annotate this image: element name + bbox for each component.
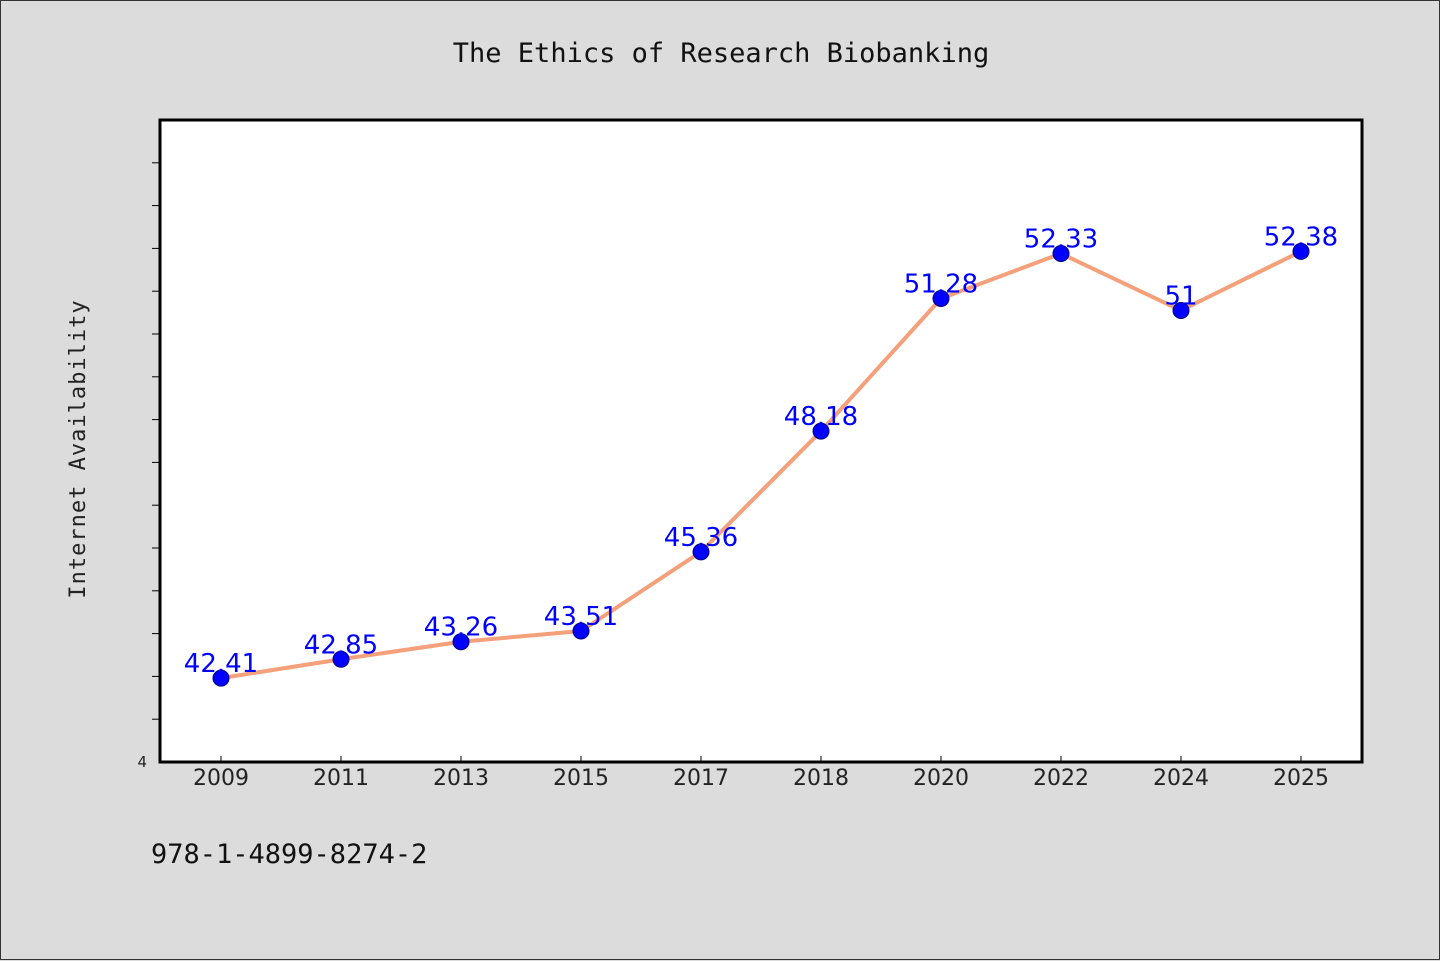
y-axis-ticks: 4 bbox=[137, 162, 160, 771]
x-tick-label: 2025 bbox=[1273, 766, 1329, 791]
data-label: 42.85 bbox=[304, 630, 378, 660]
x-tick-label: 2011 bbox=[313, 766, 369, 791]
x-tick-label: 2017 bbox=[673, 766, 729, 791]
data-label: 42.41 bbox=[184, 649, 258, 679]
x-tick-label: 2015 bbox=[553, 766, 609, 791]
data-label: 45.36 bbox=[664, 523, 738, 553]
footnote-isbn: 978-1-4899-8274-2 bbox=[151, 839, 427, 870]
data-point bbox=[932, 289, 950, 307]
data-label: 43.51 bbox=[544, 602, 618, 632]
data-label: 51 bbox=[1164, 281, 1197, 311]
data-label: 52.38 bbox=[1264, 222, 1338, 252]
data-point bbox=[332, 650, 350, 668]
data-point bbox=[1292, 242, 1310, 260]
data-point bbox=[212, 669, 230, 687]
data-label: 48.18 bbox=[784, 402, 858, 432]
data-point bbox=[1172, 301, 1190, 319]
x-axis-ticks: 2009 2011 2013 2015 2017 2018 2020 2022 2024 2025 bbox=[193, 756, 1329, 791]
series-line bbox=[219, 249, 1303, 681]
data-point bbox=[1052, 245, 1070, 263]
data-label: 43.26 bbox=[424, 613, 498, 643]
data-point bbox=[572, 622, 590, 640]
data-label: 51.28 bbox=[904, 269, 978, 299]
y-axis-label: Internet Availability bbox=[66, 299, 91, 598]
x-tick-label: 2013 bbox=[433, 766, 489, 791]
x-tick-label: 2009 bbox=[193, 766, 249, 791]
data-label: 52.33 bbox=[1024, 225, 1098, 255]
data-point bbox=[452, 633, 470, 651]
data-point bbox=[692, 543, 710, 561]
x-tick-label: 2018 bbox=[793, 766, 849, 791]
y-tick-label: 4 bbox=[137, 753, 147, 771]
data-point bbox=[812, 422, 830, 440]
x-tick-label: 2022 bbox=[1033, 766, 1089, 791]
chart-title: The Ethics of Research Biobanking bbox=[453, 38, 989, 69]
x-tick-label: 2020 bbox=[913, 766, 969, 791]
x-tick-label: 2024 bbox=[1153, 766, 1209, 791]
series-layer: 42.41 42.85 43.26 43.51 45.36 48.18 51.28 52.33… bbox=[184, 222, 1338, 687]
